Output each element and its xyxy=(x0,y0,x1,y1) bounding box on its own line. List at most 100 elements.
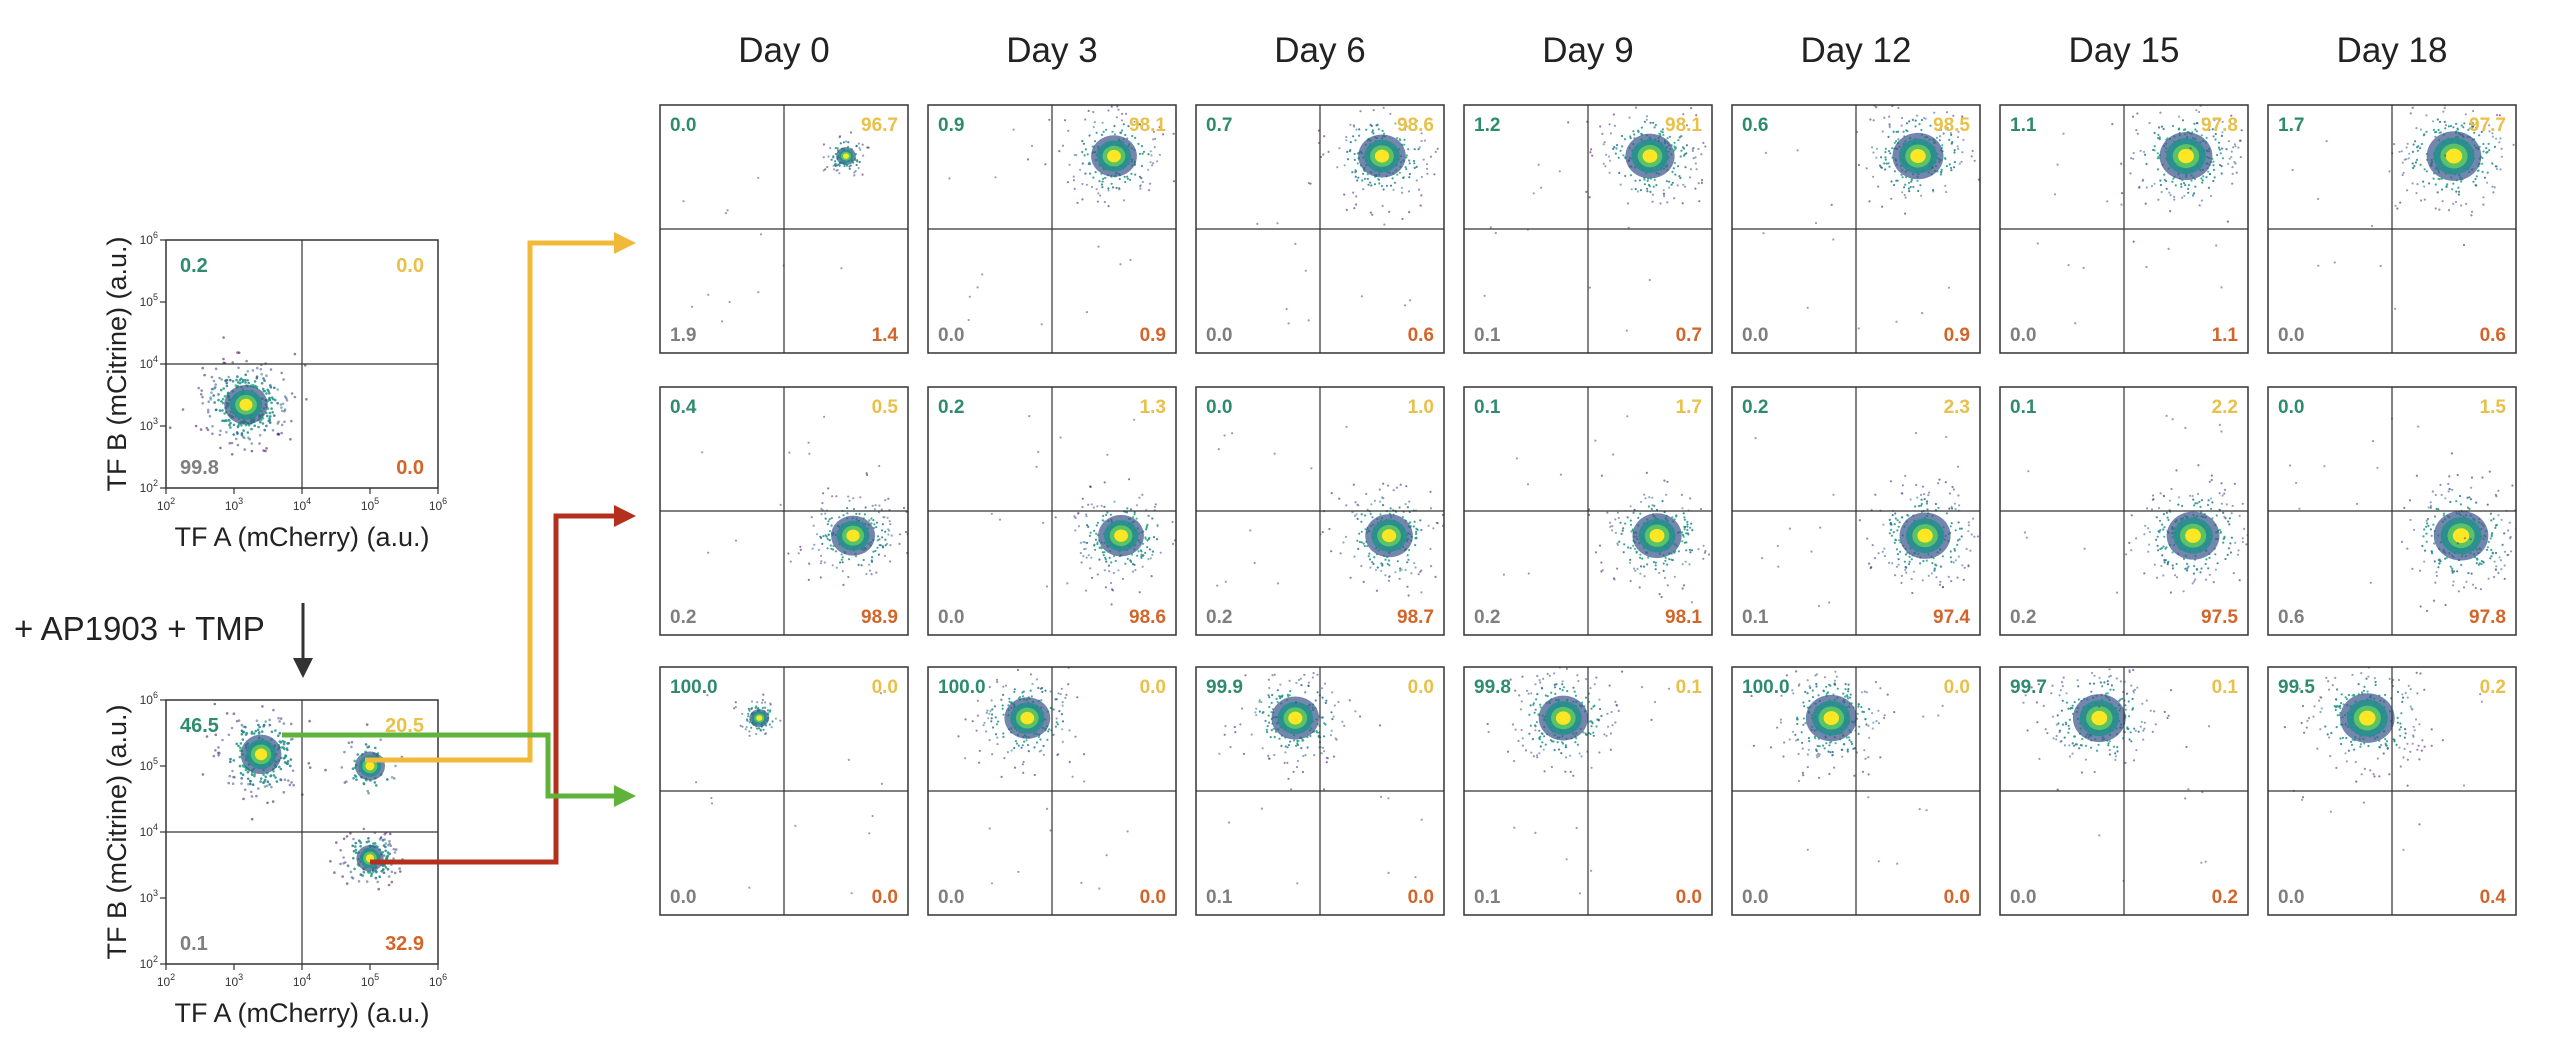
cell-point xyxy=(264,720,268,723)
cell-point xyxy=(820,554,823,557)
cell-point xyxy=(293,395,297,399)
cell-point xyxy=(1623,543,1626,546)
cell-point xyxy=(349,832,352,835)
cell-point xyxy=(834,146,837,150)
cell-point xyxy=(250,449,254,453)
cell-point xyxy=(1658,132,1661,135)
cell-point xyxy=(1692,146,1695,149)
cell-point xyxy=(2209,497,2212,500)
cell-point xyxy=(1880,166,1883,169)
cell-point xyxy=(2438,120,2442,123)
cell-point xyxy=(2448,475,2451,478)
cell-point xyxy=(1049,706,1052,710)
cell-point xyxy=(842,583,845,587)
cell-point xyxy=(817,548,821,552)
cell-point xyxy=(1965,547,1968,551)
cell-point xyxy=(2230,114,2233,117)
points-layer xyxy=(948,96,1176,326)
cell-point xyxy=(382,854,386,857)
cell-point xyxy=(821,542,824,546)
cell-point xyxy=(1942,132,1945,135)
cell-point xyxy=(259,777,263,780)
cell-point xyxy=(1089,485,1092,488)
cell-point xyxy=(206,408,210,412)
cell-point xyxy=(1376,566,1379,569)
cell-point xyxy=(1400,186,1404,189)
cell-point xyxy=(2448,487,2451,491)
cell-point xyxy=(1810,550,1813,553)
cell-point xyxy=(1880,156,1883,159)
cell-point xyxy=(748,730,751,733)
cell-point xyxy=(2449,124,2453,128)
cell-point xyxy=(2186,567,2189,570)
cell-point xyxy=(251,783,255,786)
cell-point xyxy=(2489,512,2492,515)
cell-point xyxy=(352,777,355,780)
cell-point xyxy=(868,519,871,522)
cell-point xyxy=(881,523,885,526)
cell-point xyxy=(1952,166,1956,169)
cell-point xyxy=(1613,578,1616,581)
cell-point xyxy=(2379,264,2382,268)
cell-point xyxy=(964,718,967,721)
quadrant-br-value: 0.6 xyxy=(1408,325,1434,346)
cell-point xyxy=(1865,167,1868,170)
cell-point xyxy=(830,158,833,161)
cell-point xyxy=(1892,531,1895,534)
cell-point xyxy=(2159,183,2162,187)
cell-point xyxy=(2438,131,2441,134)
cell-point xyxy=(1938,128,1941,131)
cell-point xyxy=(2460,563,2463,567)
cell-point xyxy=(1396,137,1399,140)
cell-point xyxy=(1338,147,1341,150)
cell-point xyxy=(2230,536,2233,539)
cell-point xyxy=(2455,190,2458,193)
cell-point xyxy=(2106,200,2109,203)
cell-point xyxy=(1345,139,1348,142)
cell-point xyxy=(1957,130,1960,133)
cell-point xyxy=(1872,175,1875,178)
cell-point xyxy=(779,719,782,722)
cell-point xyxy=(2495,495,2498,498)
cell-point xyxy=(1104,558,1107,561)
cell-point xyxy=(1403,138,1406,141)
cell-point xyxy=(1420,194,1423,197)
cell-point xyxy=(968,295,971,298)
cell-point xyxy=(824,512,827,515)
cell-point xyxy=(2409,518,2412,522)
cell-point xyxy=(1103,551,1106,554)
cell-point xyxy=(1613,146,1616,149)
cell-point xyxy=(1425,163,1429,166)
cell-point xyxy=(1690,549,1694,552)
cell-point xyxy=(1224,580,1227,583)
cell-point xyxy=(2082,266,2085,269)
cell-point xyxy=(1396,560,1399,563)
cell-point xyxy=(1910,178,1913,181)
cell-point xyxy=(1666,584,1669,587)
cell-point xyxy=(1082,96,1084,98)
cell-point xyxy=(1609,159,1612,162)
cell-point xyxy=(2483,176,2486,179)
cell-point xyxy=(262,773,265,777)
cell-point xyxy=(1940,168,1943,171)
cell-point xyxy=(2480,130,2483,133)
cell-point xyxy=(1695,168,1698,171)
cell-point xyxy=(1059,693,1062,696)
density-core xyxy=(254,748,268,761)
cell-point xyxy=(1029,689,1032,692)
cell-point xyxy=(1679,176,1682,180)
cell-point xyxy=(1916,496,1919,499)
cell-point xyxy=(1408,159,1411,162)
cell-point xyxy=(1939,128,1942,131)
cell-point xyxy=(1894,574,1897,577)
cell-point xyxy=(1700,181,1703,184)
cell-point xyxy=(764,706,767,709)
cell-point xyxy=(840,558,843,561)
cell-point xyxy=(1612,147,1615,150)
quadrant-tl-value: 0.0 xyxy=(1206,397,1232,418)
cell-point xyxy=(1109,513,1112,516)
cell-point xyxy=(1939,173,1943,176)
cell-point xyxy=(275,780,279,783)
cell-point xyxy=(351,767,355,770)
cell-point xyxy=(1134,136,1137,139)
